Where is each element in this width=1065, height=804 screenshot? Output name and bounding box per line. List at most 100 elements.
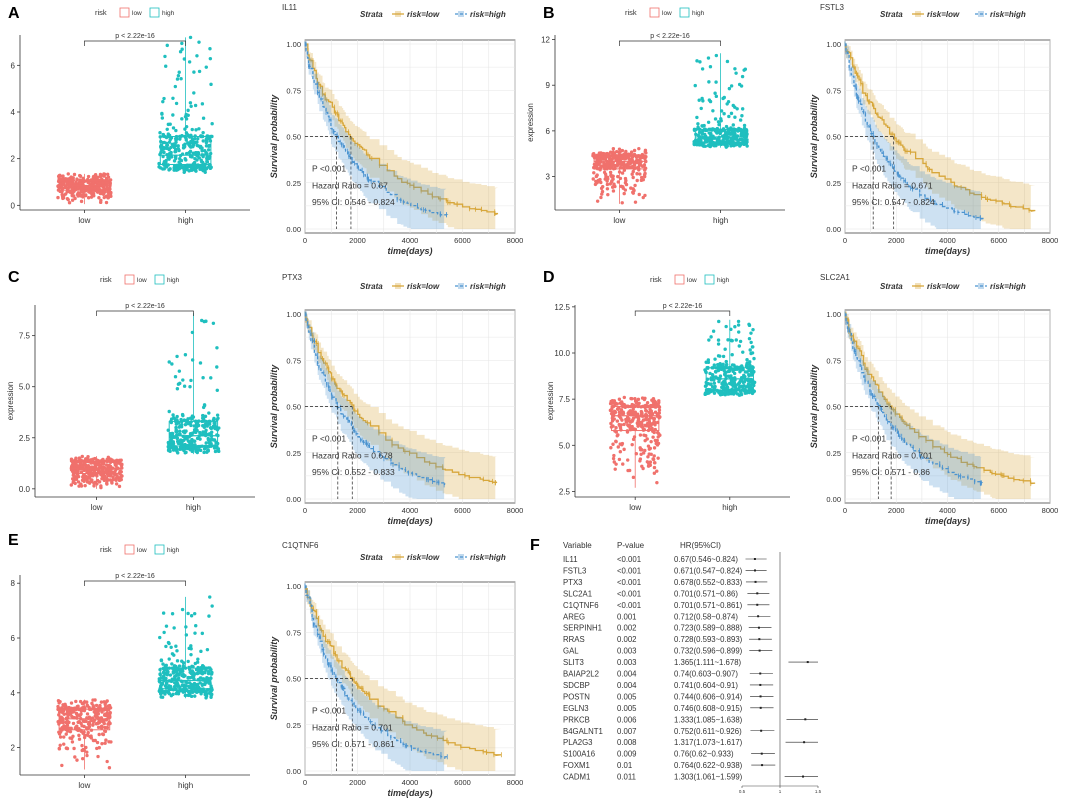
data-point bbox=[751, 345, 755, 349]
km-plot-C: 0 2000 4000 6000 8000 0.00 0.25 0.50 0.75 1.00 tim… bbox=[269, 273, 523, 526]
legend-title: risk bbox=[625, 8, 637, 17]
data-point bbox=[60, 763, 64, 768]
data-point bbox=[194, 169, 198, 173]
data-point bbox=[656, 441, 661, 446]
data-point bbox=[646, 422, 651, 427]
strata-title: Strata bbox=[360, 10, 383, 19]
data-point bbox=[204, 166, 209, 171]
data-point bbox=[718, 131, 722, 136]
data-point bbox=[85, 733, 90, 737]
data-point bbox=[72, 746, 76, 751]
legend-label-high: risk=high bbox=[470, 282, 506, 291]
data-point bbox=[206, 677, 211, 681]
hr-point bbox=[760, 752, 763, 755]
data-point bbox=[202, 447, 207, 451]
legend-label-high: risk=high bbox=[990, 282, 1026, 291]
data-point bbox=[105, 759, 109, 764]
data-point bbox=[100, 741, 104, 746]
y-axis-label: Survival probability bbox=[809, 94, 819, 179]
data-point bbox=[94, 703, 99, 708]
data-point bbox=[171, 671, 176, 675]
data-point bbox=[186, 611, 190, 616]
data-point bbox=[85, 750, 89, 754]
data-point bbox=[613, 467, 617, 471]
data-point bbox=[722, 369, 726, 373]
data-point bbox=[592, 171, 596, 175]
data-point bbox=[172, 626, 176, 630]
data-point bbox=[182, 447, 186, 451]
data-point bbox=[644, 418, 649, 422]
data-point bbox=[190, 165, 195, 170]
data-point bbox=[209, 694, 213, 698]
row-hr: 0.701(0.571~0.86) bbox=[674, 589, 738, 598]
data-point bbox=[652, 446, 657, 450]
data-point bbox=[174, 427, 178, 432]
data-point bbox=[749, 373, 753, 377]
panel-label: B bbox=[543, 5, 555, 22]
hr-point bbox=[754, 580, 757, 583]
x-tick-label: high bbox=[722, 503, 737, 512]
data-point bbox=[743, 67, 748, 71]
data-point bbox=[621, 185, 625, 189]
data-point bbox=[96, 725, 101, 730]
data-point bbox=[739, 391, 743, 395]
ci-band-high bbox=[845, 314, 982, 499]
y-axis-label: Survival probability bbox=[809, 364, 819, 449]
data-point bbox=[730, 339, 734, 343]
legend-title: risk bbox=[100, 275, 112, 284]
data-point bbox=[71, 480, 75, 484]
data-point bbox=[715, 129, 719, 134]
data-point bbox=[189, 644, 193, 648]
data-point bbox=[195, 54, 199, 58]
data-point bbox=[210, 122, 214, 126]
data-point bbox=[207, 411, 211, 415]
data-point bbox=[70, 714, 74, 719]
x-tick-label: 6000 bbox=[454, 506, 471, 515]
data-point bbox=[165, 43, 169, 48]
row-hr: 0.74(0.603~0.907) bbox=[674, 670, 738, 679]
data-point bbox=[192, 424, 196, 428]
data-point bbox=[193, 439, 197, 443]
data-point bbox=[79, 199, 84, 204]
data-point bbox=[97, 182, 102, 186]
data-point bbox=[168, 684, 173, 689]
data-point bbox=[632, 148, 637, 153]
data-point bbox=[740, 107, 745, 111]
km-pvalue: P <0.001 bbox=[312, 706, 346, 716]
hr-point bbox=[753, 569, 756, 572]
data-point bbox=[184, 450, 188, 455]
data-point bbox=[712, 143, 716, 148]
hr-point bbox=[757, 615, 760, 618]
data-point bbox=[214, 445, 218, 449]
data-point bbox=[97, 706, 102, 711]
data-point bbox=[645, 460, 650, 464]
data-point bbox=[640, 464, 644, 468]
data-point bbox=[191, 143, 196, 147]
data-point bbox=[67, 705, 71, 710]
legend-label-low: risk=low bbox=[927, 282, 960, 291]
data-point bbox=[707, 80, 711, 84]
x-tick-label: 1 bbox=[779, 789, 782, 794]
row-pvalue: <0.001 bbox=[617, 601, 641, 610]
data-point bbox=[718, 354, 722, 358]
data-point bbox=[186, 113, 190, 118]
legend-label-high: high bbox=[162, 10, 175, 17]
data-point bbox=[189, 694, 194, 699]
data-point bbox=[64, 732, 68, 736]
row-variable: SDCBP bbox=[563, 681, 590, 690]
data-point bbox=[632, 161, 637, 165]
data-point bbox=[631, 175, 635, 180]
x-tick-label: 2000 bbox=[349, 236, 366, 245]
y-tick-label: 4 bbox=[11, 689, 16, 698]
data-point bbox=[595, 199, 600, 203]
data-point bbox=[84, 719, 88, 724]
data-point bbox=[732, 143, 736, 148]
data-point bbox=[706, 358, 711, 362]
data-point bbox=[592, 152, 596, 157]
survival-curve-high bbox=[305, 313, 447, 486]
data-point bbox=[71, 190, 75, 195]
x-tick-label: 2000 bbox=[349, 778, 366, 787]
data-point bbox=[158, 635, 162, 640]
strata-title: Strata bbox=[880, 282, 903, 291]
data-point bbox=[176, 73, 181, 78]
